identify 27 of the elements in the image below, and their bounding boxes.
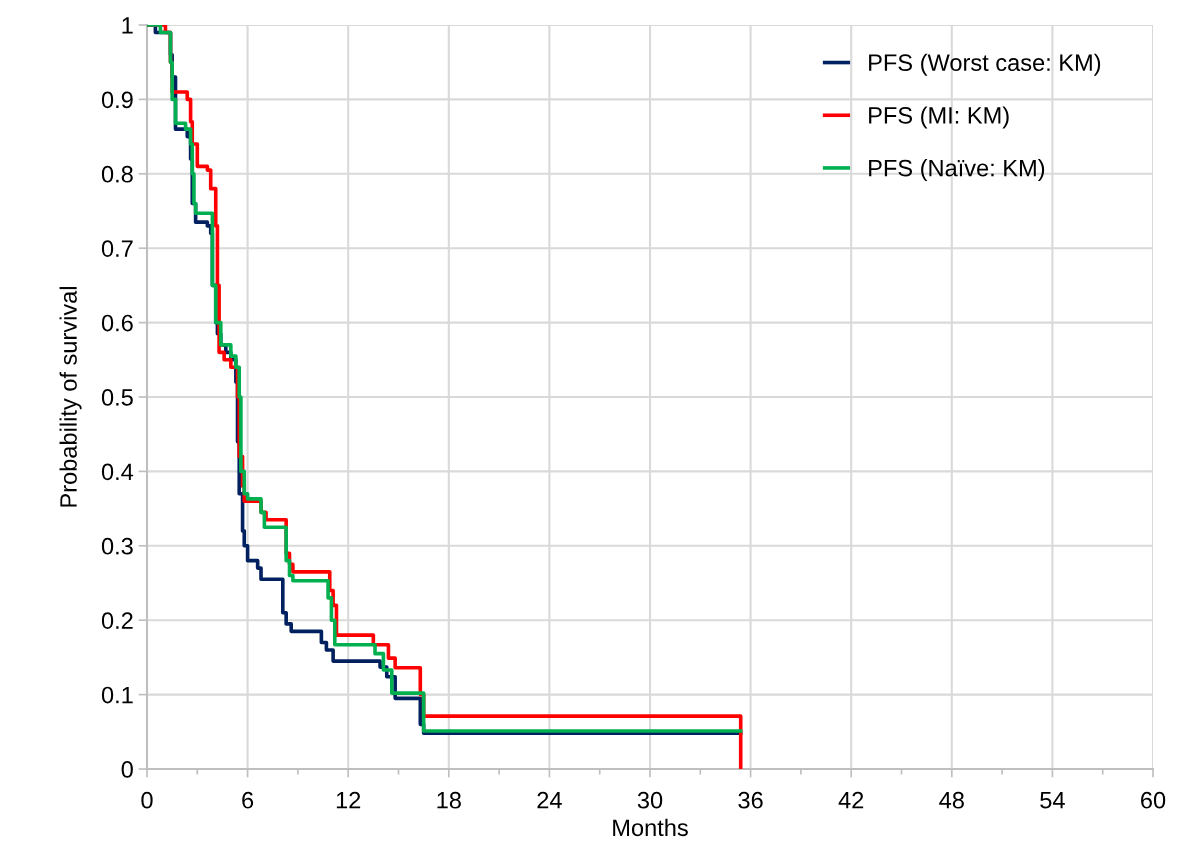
x-tick-label: 6 bbox=[242, 791, 254, 809]
legend-label: PFS (MI: KM) bbox=[869, 106, 1009, 129]
y-tick-label: 0.9 bbox=[101, 91, 133, 109]
x-tick-label: 48 bbox=[939, 791, 964, 809]
x-tick-label: 36 bbox=[738, 791, 763, 809]
x-tick-label: 54 bbox=[1040, 792, 1065, 809]
x-tick-label: 18 bbox=[437, 791, 461, 809]
y-tick-label: 0.8 bbox=[101, 165, 133, 183]
y-tick-label: 0.5 bbox=[101, 389, 133, 406]
x-axis-title: Months bbox=[613, 818, 688, 837]
y-tick-label: 0 bbox=[121, 761, 133, 778]
y-tick-label: 0.6 bbox=[101, 314, 133, 332]
x-tick-label: 30 bbox=[637, 791, 663, 809]
x-tick-label: 12 bbox=[336, 791, 361, 809]
legend-label: PFS (Naïve: KM) bbox=[869, 159, 1045, 182]
y-tick-label: 0.3 bbox=[101, 537, 133, 555]
y-tick-label: 0.2 bbox=[101, 612, 133, 629]
x-tick-label: 42 bbox=[838, 791, 864, 809]
y-tick-label: 0.1 bbox=[101, 686, 133, 704]
x-tick-label: 60 bbox=[1141, 791, 1166, 809]
x-tick-label: 24 bbox=[537, 791, 562, 809]
legend-label: PFS (Worst case: KM) bbox=[869, 53, 1101, 76]
x-tick-label: 0 bbox=[141, 791, 153, 809]
y-axis-title: Probability of survival bbox=[59, 287, 82, 507]
y-tick-label: 0.4 bbox=[101, 463, 134, 481]
y-tick-label: 0.7 bbox=[101, 240, 133, 257]
y-tick-label: 1 bbox=[122, 17, 133, 34]
